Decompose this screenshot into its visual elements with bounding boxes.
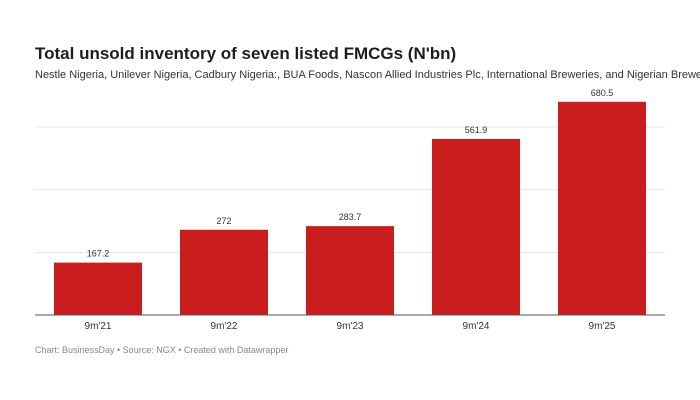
bar	[306, 226, 394, 315]
bar	[180, 229, 268, 315]
value-label: 272	[216, 216, 231, 226]
chart-title: Total unsold inventory of seven listed F…	[35, 44, 457, 63]
bar	[558, 101, 646, 315]
value-label: 561.9	[465, 125, 488, 135]
x-tick-label: 9m'25	[589, 321, 616, 332]
value-label: 167.2	[87, 249, 110, 259]
x-tick-label: 9m'21	[85, 321, 112, 332]
x-tick-label: 9m'22	[211, 321, 238, 332]
x-tick-label: 9m'24	[463, 321, 490, 332]
value-label: 680.5	[591, 88, 614, 98]
value-label: 283.7	[339, 212, 362, 222]
chart-subtitle: Nestle Nigeria, Unilever Nigeria, Cadbur…	[35, 69, 700, 81]
x-tick-label: 9m'23	[337, 321, 364, 332]
chart-footer: Chart: BusinessDay • Source: NGX • Creat…	[35, 345, 289, 355]
bar	[54, 262, 142, 315]
bar	[432, 138, 520, 315]
